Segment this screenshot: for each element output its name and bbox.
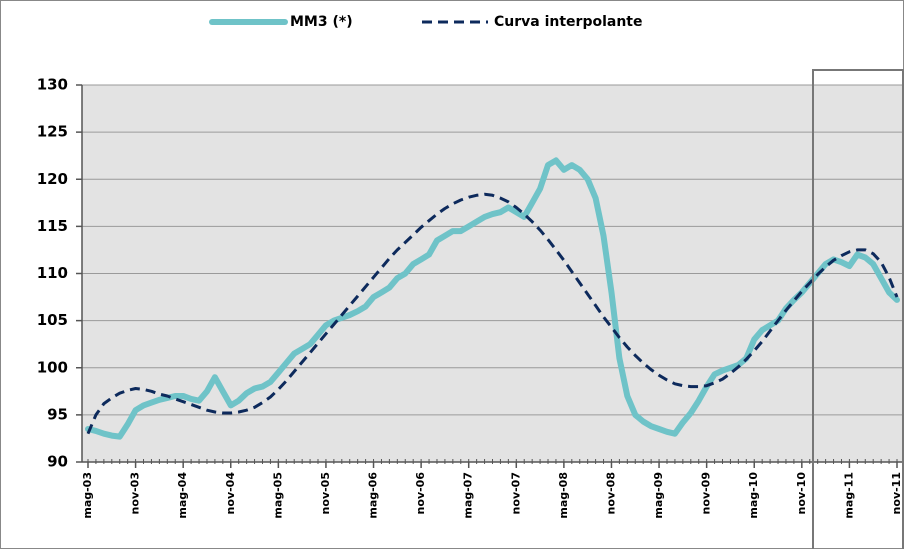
x-tick-label: nov-11	[890, 472, 903, 514]
y-tick-label: 110	[37, 264, 68, 282]
legend-label: MM3 (*)	[290, 14, 353, 30]
x-tick-label: nov-09	[700, 472, 713, 514]
x-tick-label: mag-03	[81, 472, 94, 519]
x-tick-label: mag-04	[176, 472, 189, 519]
x-tick-label: nov-07	[509, 472, 522, 514]
x-tick-label: nov-05	[319, 472, 332, 514]
x-tick-label: nov-04	[224, 472, 237, 515]
x-tick-label: mag-05	[271, 472, 284, 519]
y-tick-label: 130	[37, 76, 68, 94]
y-tick-label: 105	[37, 311, 68, 329]
legend: MM3 (*) Curva interpolante	[209, 14, 643, 30]
x-tick-label: nov-10	[795, 472, 808, 515]
y-tick-label: 95	[47, 405, 68, 423]
x-tick-label: nov-06	[414, 472, 427, 515]
y-tick-label: 120	[37, 170, 68, 188]
y-tick-label: 100	[37, 358, 68, 376]
legend-label: Curva interpolante	[494, 14, 643, 30]
x-tick-label: mag-09	[652, 472, 665, 519]
series-line	[85, 157, 900, 440]
y-tick-label: 90	[47, 453, 68, 471]
x-tick-label: mag-08	[557, 472, 570, 519]
x-tick-label: mag-10	[747, 472, 760, 519]
forecast-box	[812, 69, 904, 549]
x-tick-label: mag-06	[367, 472, 380, 519]
x-tick-label: nov-03	[129, 472, 142, 514]
x-tick-label: mag-11	[842, 472, 855, 519]
y-tick-label: 125	[37, 123, 68, 141]
x-tick-label: nov-08	[604, 472, 617, 514]
y-tick-label: 115	[37, 217, 68, 235]
series-line	[86, 192, 899, 435]
x-tick-label: mag-07	[462, 472, 475, 519]
marks	[85, 157, 900, 440]
